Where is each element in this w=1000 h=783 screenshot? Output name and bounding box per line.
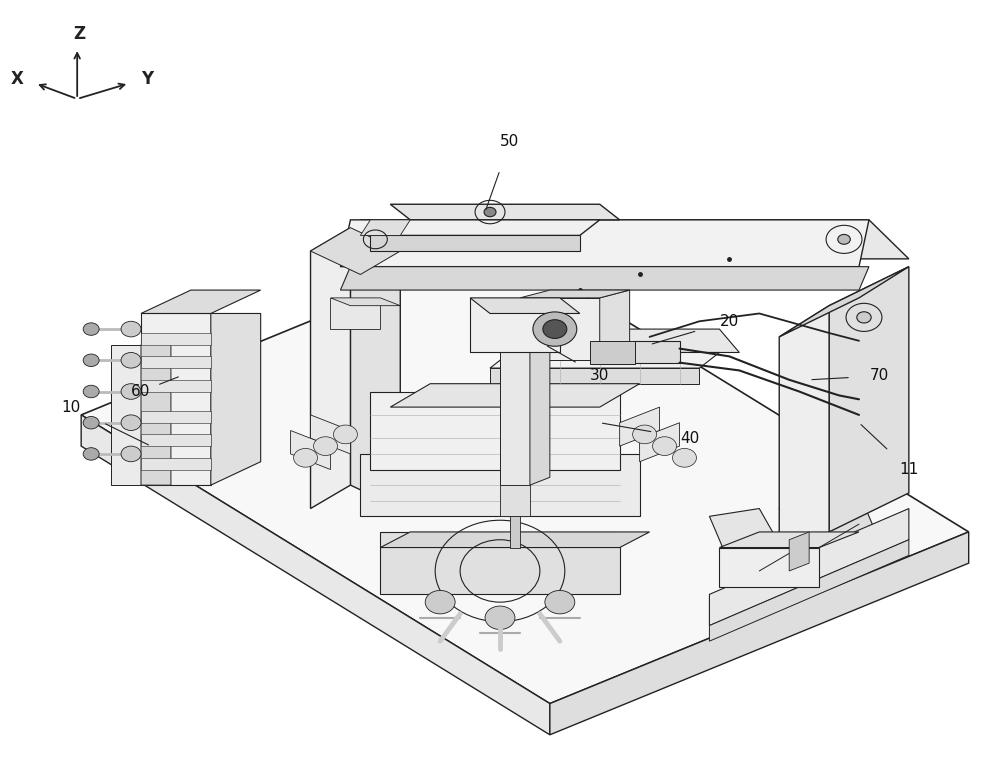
Circle shape [633,425,657,444]
Circle shape [121,384,141,399]
Circle shape [484,207,496,217]
Polygon shape [520,298,600,360]
Polygon shape [633,341,680,363]
Circle shape [857,312,871,323]
Circle shape [121,352,141,368]
Polygon shape [141,380,211,392]
Text: 50: 50 [500,135,520,150]
Polygon shape [719,532,859,547]
Circle shape [294,449,318,467]
Polygon shape [490,368,699,384]
Polygon shape [360,220,410,236]
Polygon shape [350,228,400,508]
Polygon shape [640,423,680,462]
Polygon shape [141,458,211,470]
Polygon shape [510,329,739,352]
Text: 11: 11 [899,462,918,477]
Circle shape [83,323,99,335]
Polygon shape [360,454,640,516]
Polygon shape [779,267,909,337]
Polygon shape [141,337,171,485]
Polygon shape [470,298,560,352]
Text: X: X [11,70,24,88]
Polygon shape [520,290,630,298]
Polygon shape [311,228,350,508]
Circle shape [83,448,99,460]
Polygon shape [390,204,620,220]
Text: 20: 20 [720,314,739,329]
Polygon shape [709,508,799,586]
Polygon shape [719,547,819,586]
Polygon shape [709,539,909,641]
Polygon shape [490,352,719,368]
Circle shape [314,437,337,456]
Polygon shape [380,532,620,594]
Polygon shape [779,470,879,579]
Polygon shape [550,532,969,734]
Polygon shape [709,508,909,626]
Polygon shape [141,313,211,485]
Polygon shape [500,329,530,485]
Circle shape [653,437,677,456]
Circle shape [673,449,696,467]
Polygon shape [500,485,530,516]
Polygon shape [81,415,550,734]
Circle shape [83,385,99,398]
Polygon shape [620,407,660,446]
Polygon shape [111,345,141,485]
Text: 30: 30 [590,368,609,384]
Polygon shape [291,431,330,470]
Text: Z: Z [73,25,85,43]
Polygon shape [141,356,211,368]
Polygon shape [470,298,580,313]
Polygon shape [370,392,620,470]
Circle shape [121,446,141,462]
Polygon shape [530,329,550,485]
Circle shape [121,415,141,431]
Polygon shape [81,244,969,704]
Circle shape [333,425,357,444]
Circle shape [543,319,567,338]
Polygon shape [829,267,909,532]
Circle shape [83,417,99,429]
Text: 60: 60 [131,384,151,399]
Polygon shape [340,267,869,290]
Polygon shape [789,532,809,571]
Circle shape [485,606,515,630]
Polygon shape [390,384,640,407]
Text: Y: Y [141,70,153,88]
Polygon shape [311,415,350,454]
Polygon shape [311,228,400,275]
Polygon shape [380,532,650,547]
Polygon shape [370,236,580,251]
Polygon shape [141,333,211,345]
Polygon shape [370,220,600,236]
Polygon shape [360,220,909,259]
Polygon shape [330,298,400,305]
Circle shape [545,590,575,614]
Polygon shape [141,290,261,313]
Circle shape [533,312,577,346]
Text: 10: 10 [62,399,81,415]
Circle shape [425,590,455,614]
Text: 40: 40 [680,431,699,446]
Circle shape [121,321,141,337]
Text: 70: 70 [869,368,889,384]
Polygon shape [510,516,520,547]
Polygon shape [141,435,211,446]
Polygon shape [600,290,630,360]
Circle shape [838,234,850,244]
Polygon shape [330,298,380,329]
Polygon shape [779,305,829,563]
Polygon shape [590,341,635,364]
Polygon shape [211,313,261,485]
Polygon shape [340,220,869,267]
Polygon shape [141,411,211,423]
Circle shape [83,354,99,366]
